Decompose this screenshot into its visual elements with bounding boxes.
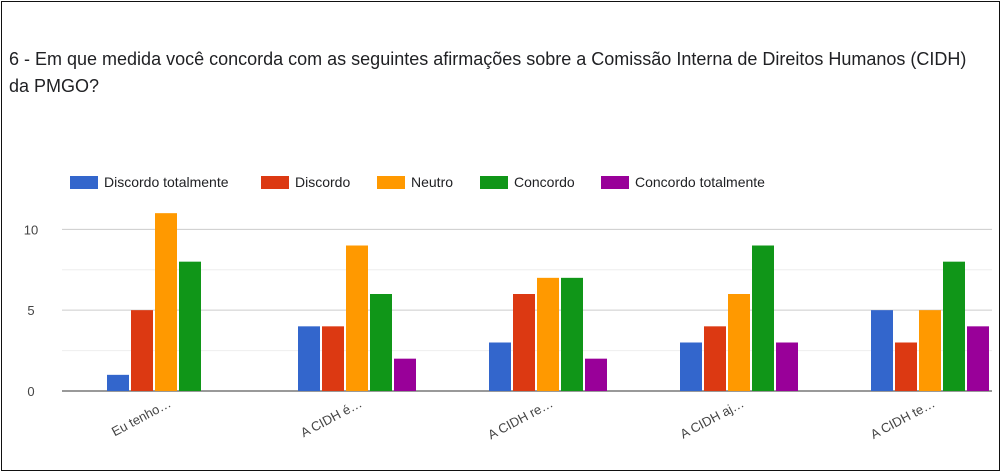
legend-swatch xyxy=(377,175,405,189)
bars xyxy=(107,213,989,391)
bar[interactable] xyxy=(919,310,941,391)
legend-item-discordo[interactable]: Discordo xyxy=(261,172,350,192)
x-tick-label: A CIDH re… xyxy=(485,395,555,442)
legend-item-concordo-totalmente[interactable]: Concordo totalmente xyxy=(601,172,765,192)
bar[interactable] xyxy=(967,326,989,391)
y-tick-label: 10 xyxy=(24,222,38,237)
legend-swatch xyxy=(480,175,508,189)
bar[interactable] xyxy=(370,294,392,391)
legend-item-concordo[interactable]: Concordo xyxy=(480,172,575,192)
x-tick-label: A CIDH aj… xyxy=(677,395,746,441)
chart-title: 6 - Em que medida você concorda com as s… xyxy=(9,49,967,96)
bar[interactable] xyxy=(155,213,177,391)
legend-swatch xyxy=(601,175,629,189)
legend-label: Discordo totalmente xyxy=(104,174,229,190)
legend-label: Concordo xyxy=(514,174,575,190)
bar[interactable] xyxy=(298,326,320,391)
legend-item-discordo-totalmente[interactable]: Discordo totalmente xyxy=(70,172,229,192)
bar[interactable] xyxy=(513,294,535,391)
bar[interactable] xyxy=(394,358,416,391)
bar[interactable] xyxy=(776,342,798,392)
legend-label: Neutro xyxy=(411,174,454,190)
bar[interactable] xyxy=(131,310,153,391)
legend-label: Concordo totalmente xyxy=(635,174,765,190)
bar[interactable] xyxy=(561,277,583,391)
bar[interactable] xyxy=(704,326,726,391)
y-tick-label: 0 xyxy=(27,384,34,399)
x-tick-label: A CIDH te… xyxy=(868,395,938,441)
bar[interactable] xyxy=(489,342,511,392)
bar[interactable] xyxy=(680,342,702,392)
bar[interactable] xyxy=(871,310,893,391)
legend-item-neutro[interactable]: Neutro xyxy=(377,172,453,192)
bar[interactable] xyxy=(728,294,750,391)
bar[interactable] xyxy=(322,326,344,391)
bar[interactable] xyxy=(346,245,368,392)
bar[interactable] xyxy=(179,261,201,391)
bar[interactable] xyxy=(752,245,774,392)
bar[interactable] xyxy=(107,374,129,391)
x-tick-label: Eu tenho… xyxy=(109,395,173,439)
x-tick-label: A CIDH é… xyxy=(298,395,364,440)
bar[interactable] xyxy=(895,342,917,392)
legend-swatch xyxy=(70,175,98,189)
legend-label: Discordo xyxy=(295,174,351,190)
bar[interactable] xyxy=(537,277,559,391)
legend-swatch xyxy=(261,175,289,189)
bar[interactable] xyxy=(585,358,607,391)
bar[interactable] xyxy=(943,261,965,391)
y-tick-label: 5 xyxy=(27,303,34,318)
